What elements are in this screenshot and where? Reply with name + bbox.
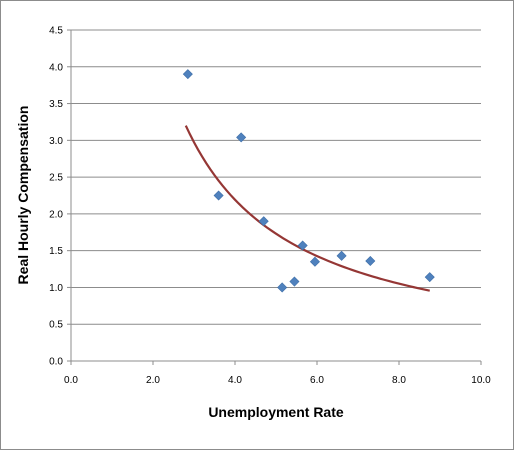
y-tick-label: 0.5	[49, 320, 63, 331]
x-tick-label: 8.0	[392, 375, 406, 386]
tick-labels: 0.0 0.5 1.0 1.5 2.0 2.5 3.0 3.5 4.0 4.5 0.0 2.0 4.0 6…	[49, 26, 491, 387]
data-point	[365, 255, 376, 266]
gridlines	[71, 29, 481, 362]
x-tick-label: 10.0	[471, 375, 491, 386]
data-point	[236, 132, 247, 143]
data-point	[182, 69, 193, 80]
x-tick-label: 6.0	[310, 375, 324, 386]
data-points	[182, 69, 435, 293]
data-point	[297, 240, 308, 251]
y-tick-label: 0.0	[49, 357, 63, 368]
y-tick-label: 3.0	[49, 136, 63, 147]
data-point	[424, 272, 435, 283]
data-point	[336, 250, 347, 261]
data-point	[213, 190, 224, 201]
trendline	[184, 125, 430, 292]
y-tick-label: 1.5	[49, 246, 63, 257]
x-tick-label: 0.0	[64, 375, 78, 386]
x-tick-label: 2.0	[146, 375, 160, 386]
y-tick-label: 2.5	[49, 173, 63, 184]
data-point	[289, 276, 300, 287]
data-point	[258, 216, 269, 227]
axes	[67, 29, 482, 365]
y-tick-label: 1.0	[49, 283, 63, 294]
x-tick-label: 4.0	[228, 375, 242, 386]
x-axis-title: Unemployment Rate	[208, 404, 344, 420]
trendline-layer	[184, 125, 430, 292]
y-tick-label: 4.5	[49, 26, 63, 37]
y-tick-label: 3.5	[49, 99, 63, 110]
data-point	[309, 256, 320, 267]
y-tick-label: 2.0	[49, 209, 63, 220]
data-point	[277, 282, 288, 293]
y-axis-title: Real Hourly Compensation	[15, 106, 31, 285]
y-tick-label: 4.0	[49, 62, 63, 73]
